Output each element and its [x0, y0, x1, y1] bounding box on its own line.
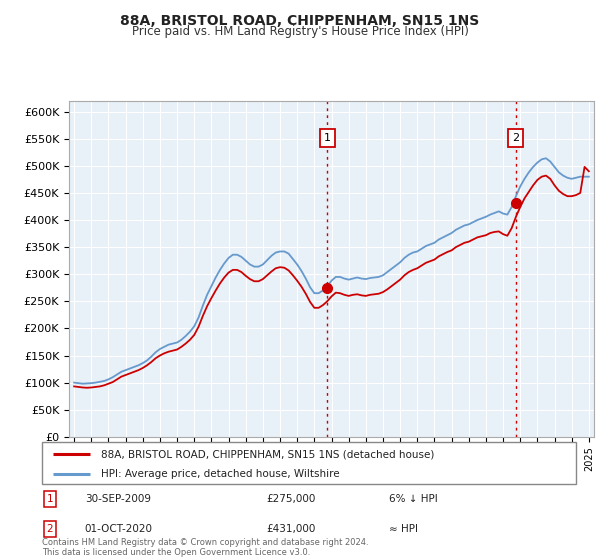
Text: Contains HM Land Registry data © Crown copyright and database right 2024.
This d: Contains HM Land Registry data © Crown c…: [42, 538, 368, 557]
Text: £431,000: £431,000: [266, 524, 316, 534]
Text: ≈ HPI: ≈ HPI: [389, 524, 418, 534]
FancyBboxPatch shape: [42, 442, 576, 484]
Text: 2: 2: [47, 524, 53, 534]
Text: 1: 1: [324, 133, 331, 143]
Text: 88A, BRISTOL ROAD, CHIPPENHAM, SN15 1NS (detached house): 88A, BRISTOL ROAD, CHIPPENHAM, SN15 1NS …: [101, 449, 434, 459]
Text: £275,000: £275,000: [266, 494, 316, 504]
Text: HPI: Average price, detached house, Wiltshire: HPI: Average price, detached house, Wilt…: [101, 469, 340, 479]
Text: 6% ↓ HPI: 6% ↓ HPI: [389, 494, 438, 504]
Text: 88A, BRISTOL ROAD, CHIPPENHAM, SN15 1NS: 88A, BRISTOL ROAD, CHIPPENHAM, SN15 1NS: [121, 14, 479, 28]
Text: 2: 2: [512, 133, 520, 143]
Text: 01-OCT-2020: 01-OCT-2020: [85, 524, 153, 534]
Text: 1: 1: [47, 494, 53, 504]
Text: 30-SEP-2009: 30-SEP-2009: [85, 494, 151, 504]
Text: Price paid vs. HM Land Registry's House Price Index (HPI): Price paid vs. HM Land Registry's House …: [131, 25, 469, 38]
